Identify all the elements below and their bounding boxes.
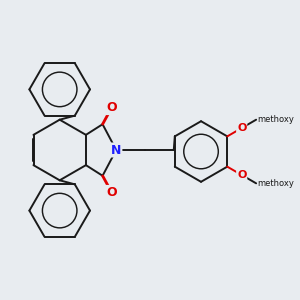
Text: methoxy: methoxy [258, 115, 295, 124]
Text: O: O [106, 186, 117, 199]
Text: O: O [106, 101, 117, 114]
Text: methoxy: methoxy [258, 179, 295, 188]
Text: N: N [111, 143, 122, 157]
Text: O: O [237, 170, 246, 180]
Text: O: O [237, 123, 246, 133]
